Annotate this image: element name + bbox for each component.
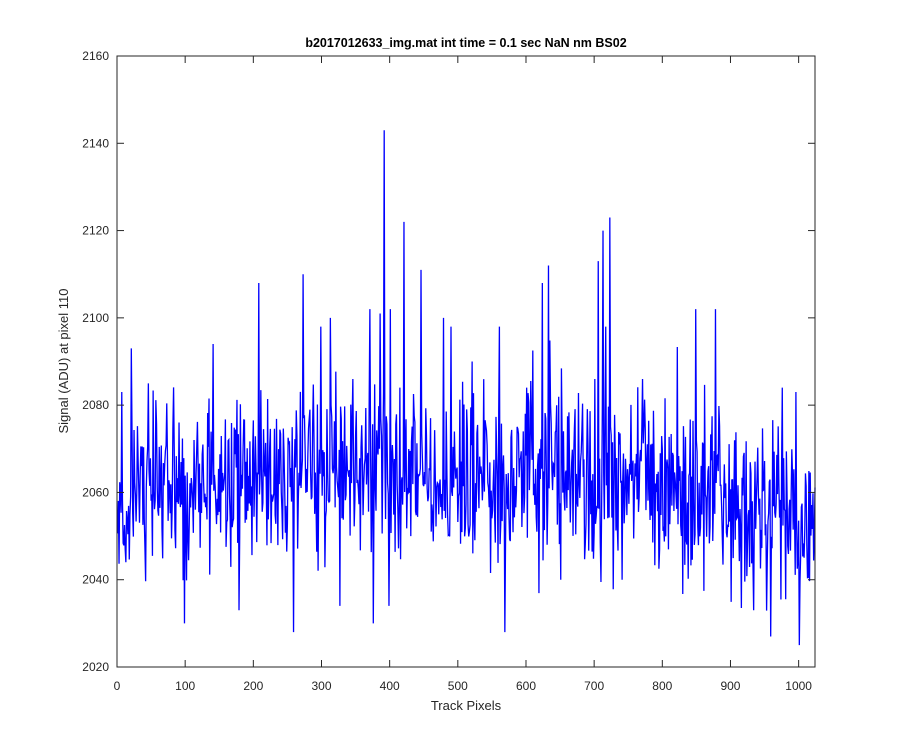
x-tick-label: 0 — [114, 679, 121, 693]
x-tick-label: 1000 — [785, 679, 812, 693]
y-tick-label: 2020 — [82, 660, 109, 674]
plot-area — [117, 56, 815, 667]
y-tick-label: 2100 — [82, 311, 109, 325]
y-tick-label: 2040 — [82, 573, 109, 587]
chart-title: b2017012633_img.mat int time = 0.1 sec N… — [305, 36, 626, 50]
y-tick-label: 2140 — [82, 136, 109, 150]
x-axis: 0 100 200 300 400 500 600 700 800 900 1000 — [114, 56, 812, 693]
y-tick-label: 2120 — [82, 224, 109, 238]
x-tick-label: 100 — [175, 679, 195, 693]
x-tick-label: 900 — [720, 679, 740, 693]
y-tick-label: 2080 — [82, 398, 109, 412]
x-tick-label: 800 — [652, 679, 672, 693]
y-axis-label: Signal (ADU) at pixel 110 — [56, 289, 71, 434]
axes-box — [116, 55, 816, 668]
x-tick-label: 500 — [448, 679, 468, 693]
x-tick-label: 700 — [584, 679, 604, 693]
x-tick-label: 200 — [243, 679, 263, 693]
x-axis-label: Track Pixels — [431, 698, 502, 713]
y-tick-label: 2060 — [82, 485, 109, 499]
series-layer — [117, 130, 816, 646]
x-tick-label: 300 — [311, 679, 331, 693]
x-tick-label: 400 — [380, 679, 400, 693]
y-axis: 2020 2040 2060 2080 2100 2120 2140 2160 — [82, 49, 815, 674]
x-tick-label: 600 — [516, 679, 536, 693]
signal-series-line — [117, 130, 816, 646]
y-tick-label: 2160 — [82, 49, 109, 63]
